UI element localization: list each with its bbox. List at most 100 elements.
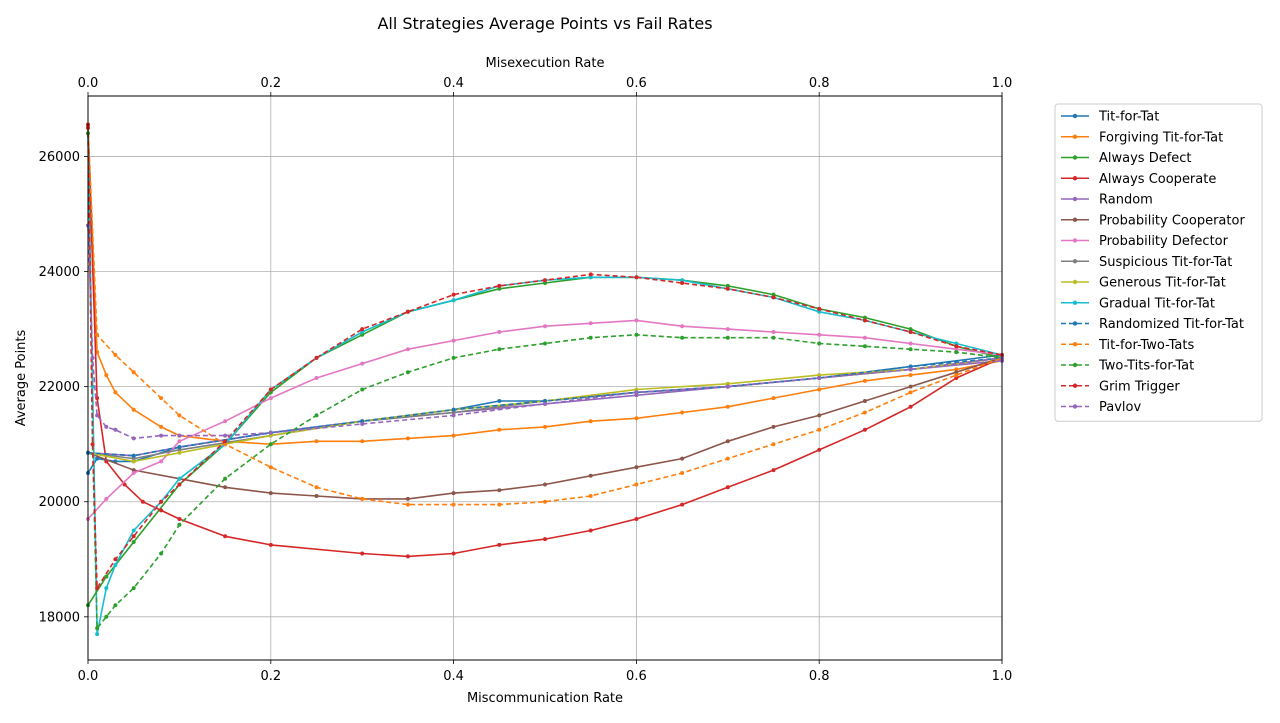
- data-point: [451, 413, 456, 418]
- data-point: [131, 407, 136, 412]
- data-point: [771, 295, 776, 300]
- data-point: [497, 347, 502, 352]
- data-point: [634, 517, 639, 521]
- data-point: [634, 390, 639, 395]
- data-point: [268, 542, 273, 547]
- legend-item: Forgiving Tit-for-Tat: [1061, 130, 1223, 145]
- data-point: [268, 396, 273, 401]
- data-point: [954, 344, 959, 349]
- data-point: [159, 396, 164, 401]
- legend-marker: [1072, 279, 1078, 285]
- data-point: [314, 485, 319, 490]
- data-point: [451, 502, 456, 507]
- grid: [87, 96, 1003, 660]
- legend-box: [1054, 103, 1263, 422]
- data-point: [113, 427, 118, 432]
- data-point: [131, 540, 136, 544]
- data-point: [104, 574, 109, 579]
- legend-marker: [1072, 217, 1078, 222]
- data-point: [543, 401, 547, 406]
- x-tick-label: 0.8: [809, 669, 830, 684]
- data-point: [223, 485, 228, 490]
- data-point: [908, 384, 913, 389]
- plot-frame: [87, 95, 1003, 661]
- x-tick-label: 0.6: [626, 669, 647, 684]
- data-point: [405, 309, 410, 314]
- data-point: [954, 367, 959, 372]
- data-point: [405, 436, 410, 441]
- data-point: [159, 424, 164, 429]
- legend-marker: [1072, 362, 1078, 368]
- data-point: [543, 324, 547, 329]
- data-point: [113, 353, 118, 357]
- legend-label: Two-Tits-for-Tat: [1098, 359, 1194, 374]
- data-point: [113, 557, 118, 562]
- data-point: [131, 459, 136, 464]
- data-point: [405, 496, 410, 501]
- legend-marker: [1072, 383, 1078, 388]
- data-point: [90, 442, 95, 447]
- data-point: [223, 439, 228, 444]
- data-point: [159, 499, 164, 504]
- legend-item: Probability Cooperator: [1061, 213, 1245, 228]
- data-point: [725, 381, 730, 386]
- data-point: [862, 378, 867, 383]
- data-point: [95, 456, 100, 461]
- series-line: [87, 133, 1003, 635]
- data-point: [177, 413, 182, 418]
- data-point: [159, 508, 164, 513]
- series-probability-defector: [86, 318, 1004, 521]
- legend-marker: [1072, 134, 1078, 139]
- series-pavlov: [86, 223, 1004, 441]
- data-point: [862, 427, 867, 432]
- data-point: [862, 399, 867, 403]
- x2-tick-label: 0.4: [443, 76, 464, 91]
- data-point: [588, 419, 593, 424]
- data-point: [314, 494, 319, 498]
- x-tick-label: 0.0: [78, 669, 99, 684]
- legend-item: Always Defect: [1061, 151, 1192, 166]
- data-point: [771, 335, 776, 340]
- data-point: [360, 496, 365, 501]
- data-point: [862, 315, 867, 320]
- data-point: [451, 292, 456, 297]
- data-point: [680, 324, 685, 329]
- data-point: [104, 424, 109, 429]
- data-point: [360, 387, 365, 392]
- data-point: [680, 410, 685, 415]
- legend-marker: [1072, 342, 1078, 347]
- data-point: [451, 491, 456, 496]
- legend-label: Probability Cooperator: [1099, 213, 1245, 228]
- legend-label: Gradual Tit-for-Tat: [1099, 296, 1215, 311]
- data-point: [314, 355, 319, 360]
- data-point: [360, 439, 365, 444]
- data-point: [862, 318, 867, 323]
- data-point: [634, 275, 639, 280]
- data-point: [634, 482, 639, 487]
- series-forgiving-tit-for-tat: [86, 125, 1004, 447]
- series-line: [87, 124, 1003, 506]
- data-point: [223, 534, 228, 539]
- data-point: [908, 404, 913, 409]
- data-point: [451, 410, 456, 415]
- x2-tick-label: 0.0: [78, 76, 99, 91]
- data-point: [588, 528, 593, 533]
- series-line: [87, 276, 1003, 606]
- data-point: [497, 542, 502, 547]
- legend: Tit-for-Tat Forgiving Tit-for-Tat Always D…: [1054, 103, 1263, 422]
- data-point: [360, 422, 365, 426]
- legend-label: Tit-for-Two-Tats: [1098, 338, 1194, 353]
- y-tick-label: 20000: [39, 495, 80, 510]
- data-point: [177, 447, 182, 452]
- data-point: [177, 433, 182, 438]
- series-generous-tit-for-tat: [86, 355, 1004, 464]
- data-point: [360, 419, 365, 424]
- legend-item: Randomized Tit-for-Tat: [1061, 317, 1244, 332]
- series-always-cooperate: [86, 125, 1004, 559]
- y-axis-label: Average Points: [14, 329, 29, 426]
- legend-label: Random: [1099, 193, 1153, 208]
- data-point: [177, 522, 182, 527]
- data-point: [159, 551, 164, 556]
- data-point: [543, 499, 547, 504]
- data-point: [908, 341, 913, 346]
